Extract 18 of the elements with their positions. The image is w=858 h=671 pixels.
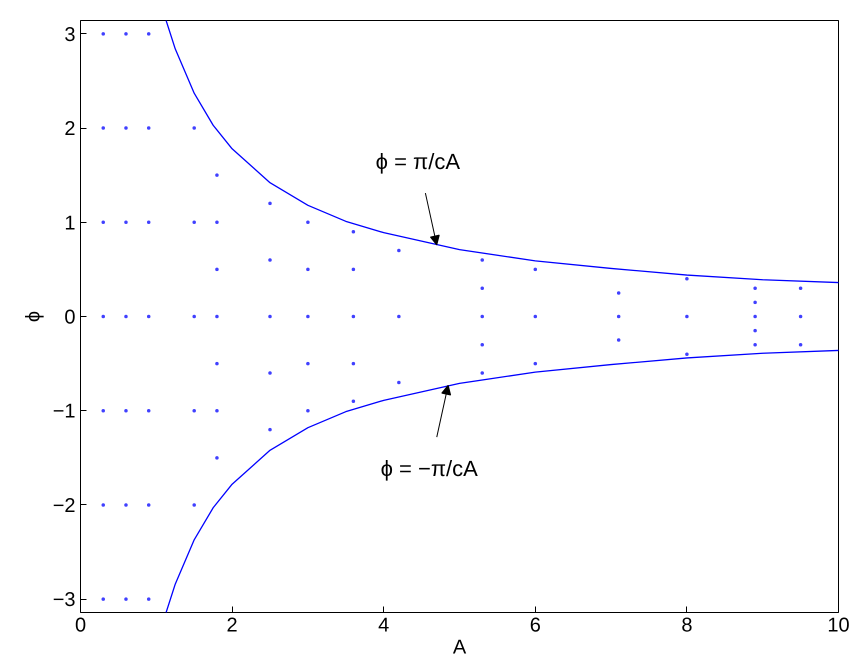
line-series (166, 350, 838, 612)
annotation: ϕ = π/cA (376, 149, 460, 174)
y-axis-title: ϕ (22, 310, 45, 322)
x-tick-label: 4 (378, 614, 390, 636)
y-tick-label: 3 (64, 24, 76, 46)
y-tick-label: −3 (52, 589, 76, 612)
y-tick-label: 0 (64, 306, 76, 328)
y-tick-label: −1 (52, 400, 76, 423)
y-tick-label: −2 (52, 494, 76, 517)
x-tick-label: 10 (827, 614, 850, 636)
y-tick-label: 1 (64, 212, 76, 234)
annotation: ϕ = −π/cA (380, 456, 478, 481)
line-series (166, 20, 838, 284)
x-tick-label: 6 (530, 614, 541, 636)
x-tick-label: 2 (226, 614, 238, 636)
y-tick-label: 2 (64, 118, 76, 140)
x-axis-title: A (452, 636, 467, 658)
x-tick-label: 8 (681, 614, 692, 636)
